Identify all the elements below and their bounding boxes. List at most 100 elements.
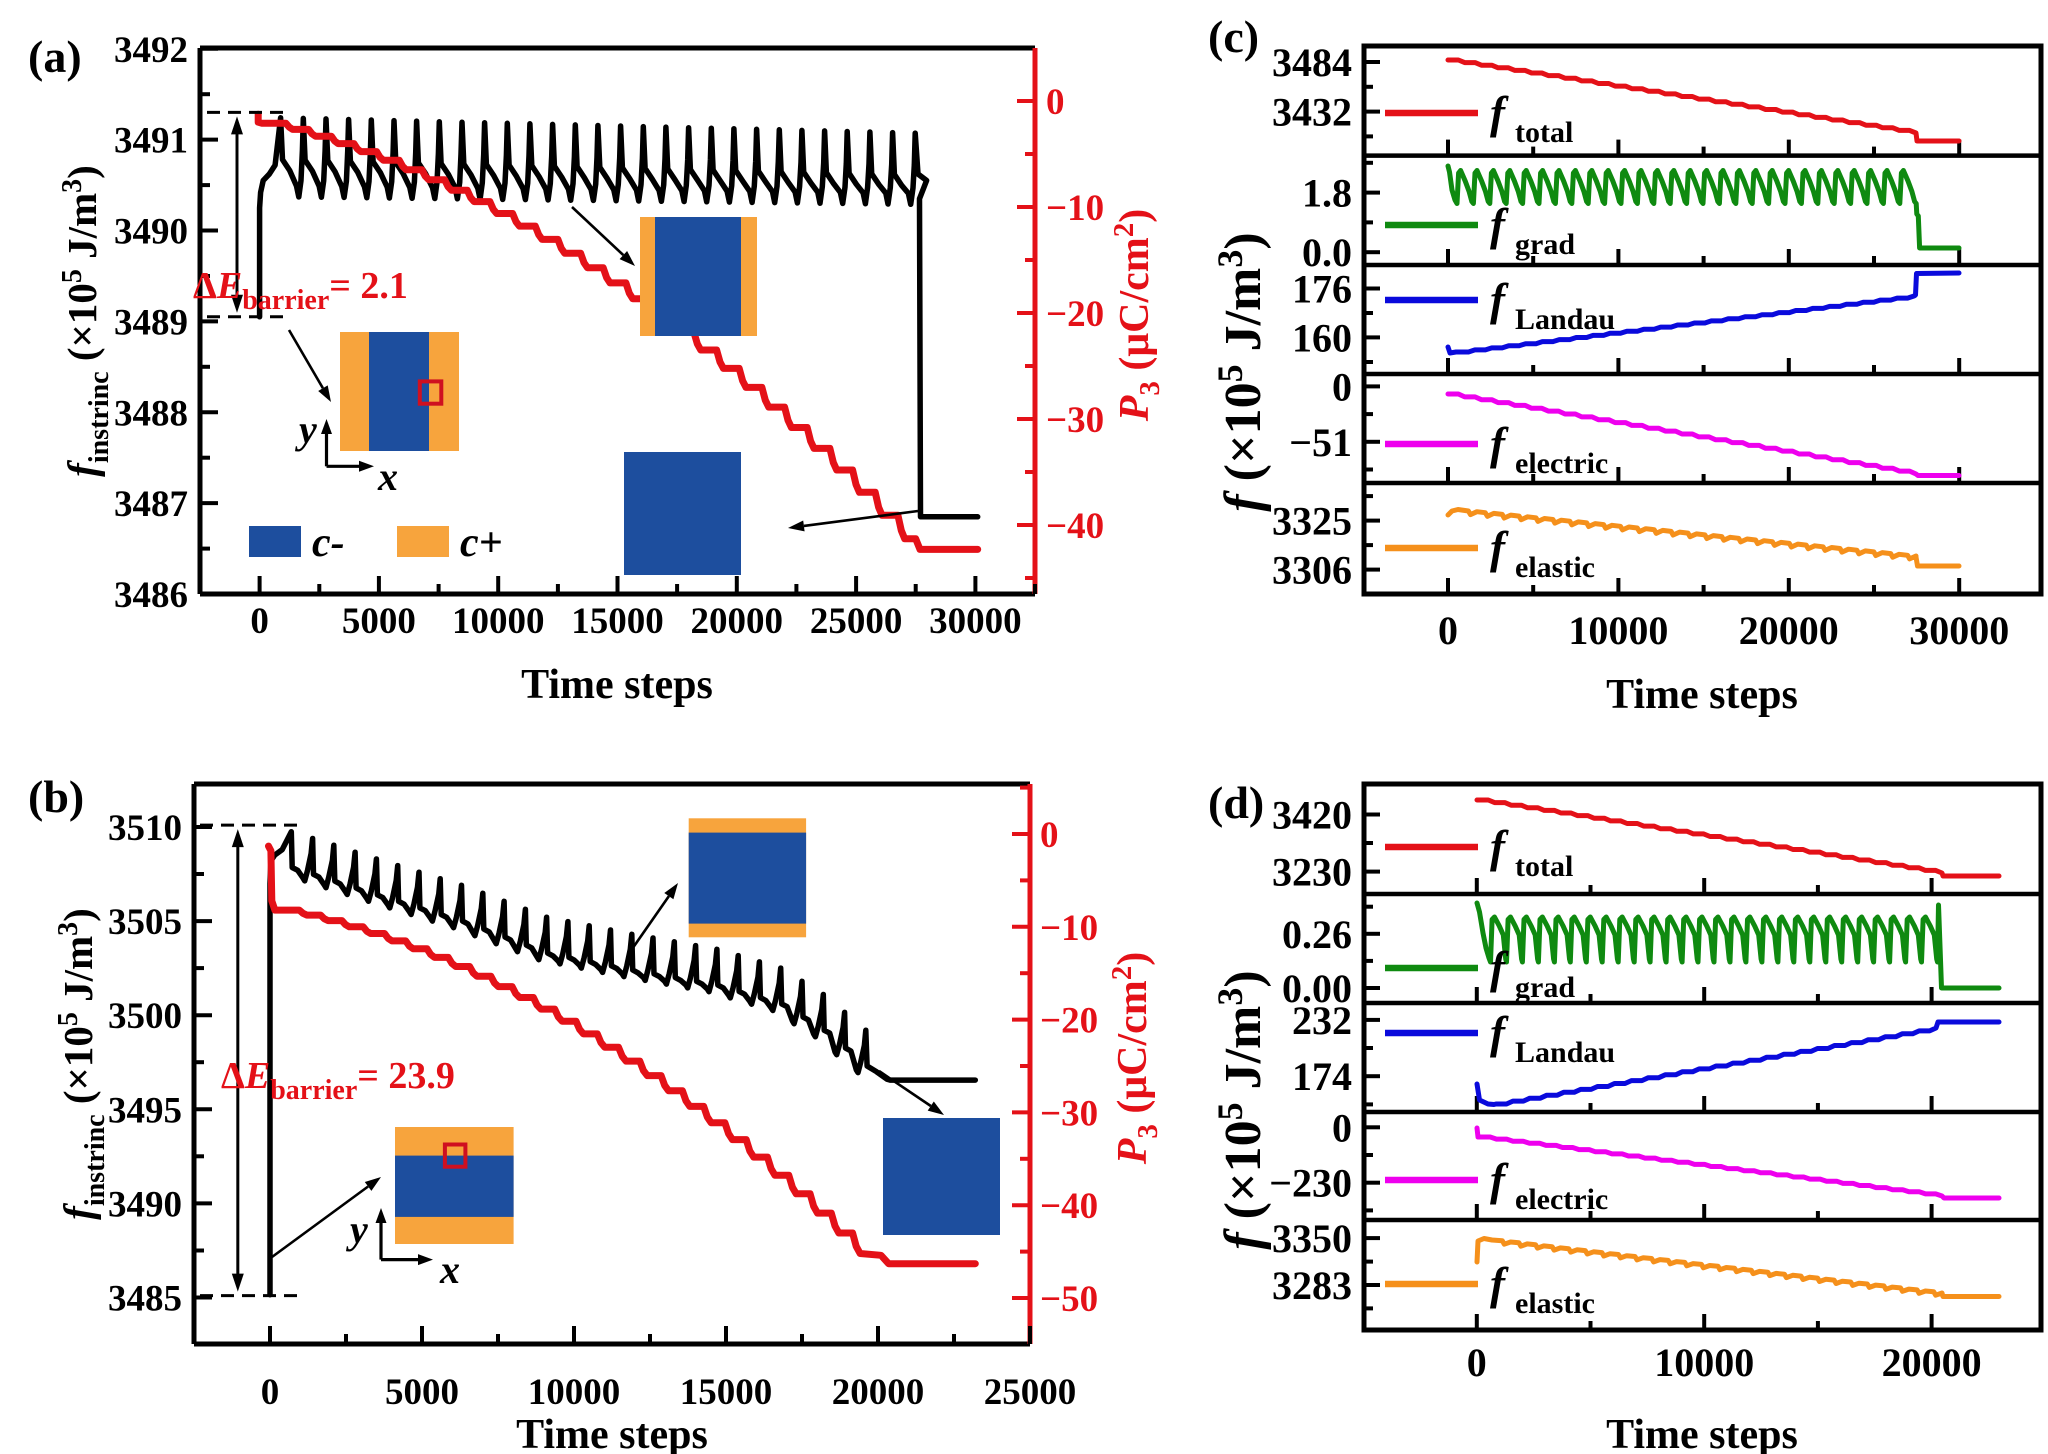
svg-text:0: 0 — [1040, 815, 1059, 856]
svg-text:−20: −20 — [1040, 1001, 1098, 1042]
svg-text:3488: 3488 — [114, 393, 188, 434]
svg-text:f (×105 J/m3): f (×105 J/m3) — [1210, 970, 1272, 1249]
svg-text:0.26: 0.26 — [1282, 912, 1352, 957]
svg-text:c-: c- — [312, 520, 345, 566]
svg-text:finstrinc (×105 J/m3): finstrinc (×105 J/m3) — [57, 165, 115, 477]
svg-text:15000: 15000 — [680, 1372, 773, 1413]
svg-text:3487: 3487 — [114, 484, 188, 525]
svg-text:(c): (c) — [1208, 11, 1259, 62]
svg-text:f: f — [1490, 419, 1509, 469]
svg-text:f: f — [1490, 822, 1509, 872]
svg-text:3325: 3325 — [1272, 499, 1352, 544]
svg-text:20000: 20000 — [832, 1372, 925, 1413]
svg-text:10000: 10000 — [528, 1372, 621, 1413]
svg-text:30000: 30000 — [929, 601, 1022, 642]
svg-text:3484: 3484 — [1272, 40, 1352, 85]
svg-text:0: 0 — [1332, 1105, 1352, 1150]
svg-text:x: x — [439, 1247, 460, 1292]
svg-text:Time steps: Time steps — [1606, 1412, 1798, 1454]
svg-text:10000: 10000 — [1654, 1340, 1754, 1385]
svg-text:3490: 3490 — [108, 1184, 182, 1225]
svg-text:0.0: 0.0 — [1302, 230, 1352, 275]
svg-text:f: f — [1490, 943, 1509, 993]
svg-text:3283: 3283 — [1272, 1263, 1352, 1308]
svg-text:−40: −40 — [1040, 1186, 1098, 1227]
svg-text:total: total — [1515, 116, 1573, 149]
svg-text:P3 (μC/cm2): P3 (μC/cm2) — [1106, 952, 1164, 1166]
svg-text:−40: −40 — [1046, 506, 1104, 547]
svg-text:grad: grad — [1515, 971, 1575, 1004]
svg-text:(a): (a) — [28, 31, 82, 82]
svg-text:3505: 3505 — [108, 902, 182, 943]
svg-text:174: 174 — [1292, 1054, 1352, 1099]
svg-text:−10: −10 — [1046, 188, 1104, 229]
svg-text:elastic: elastic — [1515, 551, 1595, 584]
svg-text:5000: 5000 — [342, 601, 416, 642]
svg-text:−51: −51 — [1289, 420, 1352, 465]
svg-text:5000: 5000 — [385, 1372, 459, 1413]
svg-text:1.8: 1.8 — [1302, 171, 1352, 216]
svg-text:3490: 3490 — [114, 212, 188, 253]
svg-text:f: f — [1490, 1259, 1509, 1309]
svg-text:−50: −50 — [1040, 1279, 1098, 1320]
svg-text:f: f — [1490, 275, 1509, 325]
svg-text:Landau: Landau — [1515, 1036, 1615, 1069]
svg-text:grad: grad — [1515, 228, 1575, 261]
svg-text:x: x — [377, 454, 398, 499]
svg-text:3230: 3230 — [1272, 850, 1352, 895]
svg-text:3492: 3492 — [114, 30, 188, 71]
svg-text:10000: 10000 — [452, 601, 545, 642]
svg-text:f: f — [1490, 1155, 1509, 1205]
svg-text:0: 0 — [261, 1372, 280, 1413]
svg-text:(d): (d) — [1208, 777, 1264, 828]
svg-text:elastic: elastic — [1515, 1287, 1595, 1320]
svg-text:3510: 3510 — [108, 808, 182, 849]
svg-text:30000: 30000 — [1909, 608, 2009, 653]
svg-text:3489: 3489 — [114, 302, 188, 343]
svg-text:−10: −10 — [1040, 908, 1098, 949]
svg-text:electric: electric — [1515, 447, 1608, 480]
svg-text:Time steps: Time steps — [1606, 672, 1798, 718]
svg-text:3485: 3485 — [108, 1279, 182, 1320]
svg-text:y: y — [346, 1207, 368, 1252]
svg-text:f: f — [1490, 88, 1509, 138]
svg-text:finstrinc (×105 J/m3): finstrinc (×105 J/m3) — [53, 908, 111, 1220]
svg-text:3486: 3486 — [114, 575, 188, 616]
svg-text:3432: 3432 — [1272, 90, 1352, 135]
svg-text:0: 0 — [1046, 82, 1065, 123]
svg-text:3350: 3350 — [1272, 1216, 1352, 1261]
svg-text:25000: 25000 — [810, 601, 903, 642]
svg-text:3495: 3495 — [108, 1090, 182, 1131]
svg-text:Landau: Landau — [1515, 303, 1615, 336]
svg-text:20000: 20000 — [1739, 608, 1839, 653]
svg-text:f: f — [1490, 1008, 1509, 1058]
svg-text:15000: 15000 — [571, 601, 664, 642]
svg-text:3491: 3491 — [114, 121, 188, 162]
svg-text:3420: 3420 — [1272, 793, 1352, 838]
svg-text:0: 0 — [1332, 364, 1352, 409]
svg-text:232: 232 — [1292, 998, 1352, 1043]
svg-text:160: 160 — [1292, 315, 1352, 360]
svg-text:3306: 3306 — [1272, 548, 1352, 593]
svg-text:176: 176 — [1292, 267, 1352, 312]
svg-text:0: 0 — [1467, 1340, 1487, 1385]
svg-text:Time steps: Time steps — [516, 1412, 708, 1454]
svg-text:(b): (b) — [28, 771, 84, 822]
svg-text:20000: 20000 — [691, 601, 784, 642]
svg-text:3500: 3500 — [108, 996, 182, 1037]
svg-text:20000: 20000 — [1882, 1340, 1982, 1385]
svg-text:25000: 25000 — [984, 1372, 1077, 1413]
svg-text:P3 (μC/cm2): P3 (μC/cm2) — [1108, 209, 1166, 423]
svg-text:−30: −30 — [1040, 1093, 1098, 1134]
svg-text:−20: −20 — [1046, 294, 1104, 335]
svg-text:electric: electric — [1515, 1183, 1608, 1216]
svg-text:f: f — [1490, 523, 1509, 573]
svg-text:total: total — [1515, 850, 1573, 883]
svg-text:Time steps: Time steps — [521, 662, 713, 708]
svg-text:−230: −230 — [1269, 1161, 1352, 1206]
svg-text:10000: 10000 — [1568, 608, 1668, 653]
svg-text:0: 0 — [250, 601, 269, 642]
svg-text:0.00: 0.00 — [1282, 966, 1352, 1011]
svg-text:f (×105 J/m3): f (×105 J/m3) — [1210, 232, 1272, 511]
svg-text:−30: −30 — [1046, 400, 1104, 441]
